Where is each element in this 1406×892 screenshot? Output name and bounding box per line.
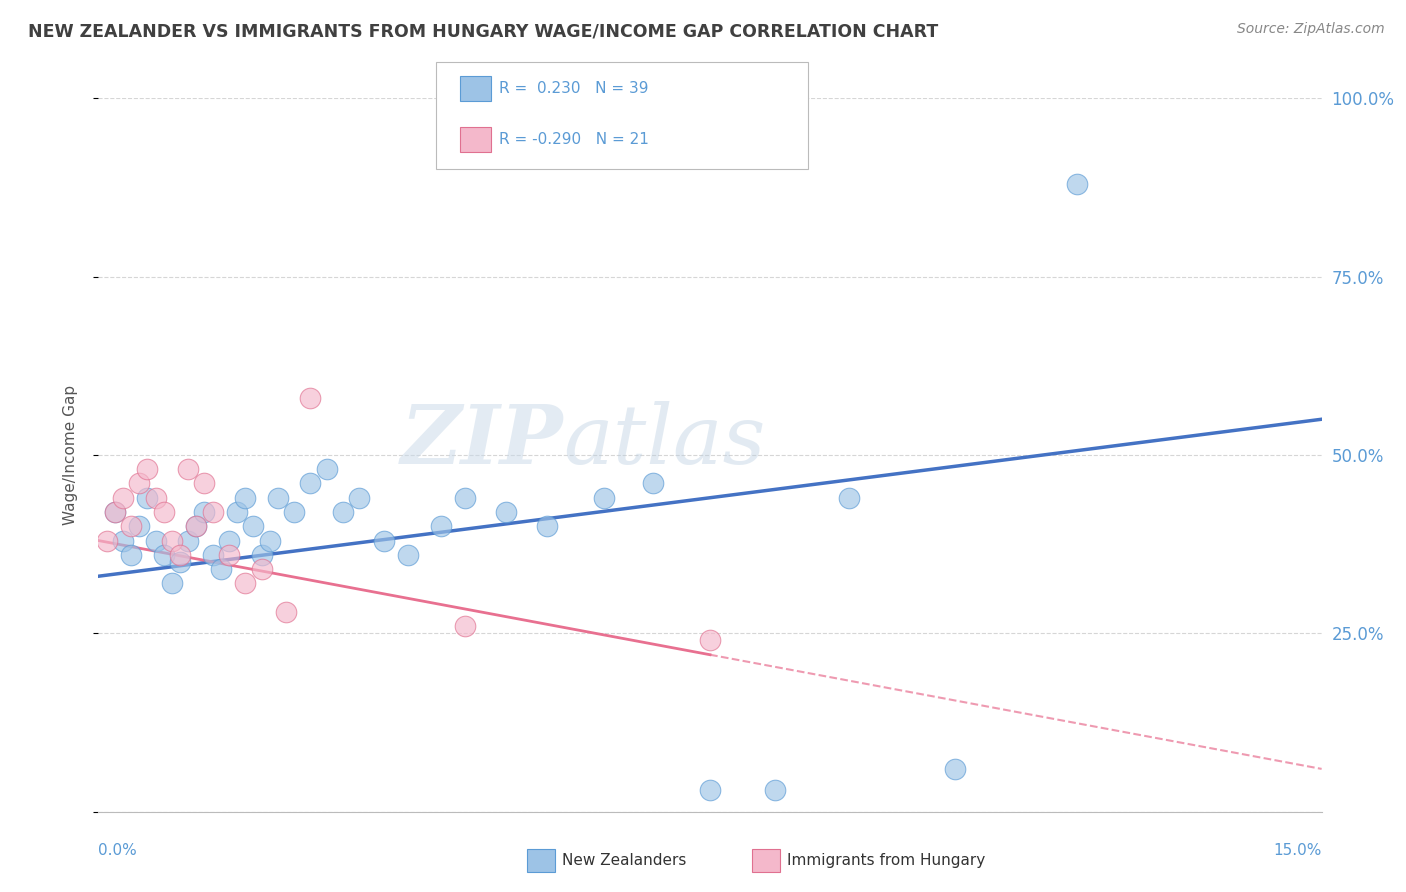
Text: 15.0%: 15.0% xyxy=(1274,843,1322,858)
Point xyxy=(111,491,134,505)
Point xyxy=(250,548,273,562)
Point xyxy=(1066,177,1088,191)
Y-axis label: Wage/Income Gap: Wage/Income Gap xyxy=(63,384,77,525)
Point xyxy=(209,562,232,576)
Point xyxy=(454,619,477,633)
Point xyxy=(218,533,240,548)
Text: ZIP: ZIP xyxy=(401,401,564,481)
Point xyxy=(943,762,966,776)
Point xyxy=(136,462,159,476)
Point xyxy=(267,491,290,505)
Point xyxy=(536,519,558,533)
Point xyxy=(495,505,517,519)
Point xyxy=(226,505,249,519)
Point xyxy=(430,519,453,533)
Point xyxy=(838,491,860,505)
Point xyxy=(120,548,142,562)
Point xyxy=(96,533,118,548)
Point xyxy=(299,391,322,405)
Text: R =  0.230   N = 39: R = 0.230 N = 39 xyxy=(499,81,648,95)
Point xyxy=(169,555,191,569)
Text: Source: ZipAtlas.com: Source: ZipAtlas.com xyxy=(1237,22,1385,37)
Point xyxy=(593,491,616,505)
Point xyxy=(332,505,354,519)
Point xyxy=(193,505,215,519)
Point xyxy=(454,491,477,505)
Point xyxy=(128,519,150,533)
Text: atlas: atlas xyxy=(564,401,766,481)
Text: 0.0%: 0.0% xyxy=(98,843,138,858)
Point xyxy=(177,533,200,548)
Point xyxy=(145,533,167,548)
Point xyxy=(373,533,395,548)
Point xyxy=(193,476,215,491)
Point xyxy=(152,548,174,562)
Point xyxy=(104,505,127,519)
Text: NEW ZEALANDER VS IMMIGRANTS FROM HUNGARY WAGE/INCOME GAP CORRELATION CHART: NEW ZEALANDER VS IMMIGRANTS FROM HUNGARY… xyxy=(28,22,938,40)
Point xyxy=(145,491,167,505)
Point xyxy=(396,548,419,562)
Point xyxy=(160,533,183,548)
Point xyxy=(201,548,224,562)
Text: Immigrants from Hungary: Immigrants from Hungary xyxy=(787,854,986,868)
Point xyxy=(315,462,337,476)
Point xyxy=(242,519,264,533)
Point xyxy=(111,533,134,548)
Point xyxy=(259,533,281,548)
Point xyxy=(250,562,273,576)
Text: R = -0.290   N = 21: R = -0.290 N = 21 xyxy=(499,132,650,146)
Point xyxy=(233,491,256,505)
Point xyxy=(763,783,786,797)
Point xyxy=(186,519,208,533)
Point xyxy=(120,519,142,533)
Point xyxy=(349,491,371,505)
Point xyxy=(274,605,297,619)
Point xyxy=(169,548,191,562)
Point xyxy=(160,576,183,591)
Point xyxy=(177,462,200,476)
Point xyxy=(218,548,240,562)
Point xyxy=(136,491,159,505)
Point xyxy=(152,505,174,519)
Point xyxy=(201,505,224,519)
Point xyxy=(186,519,208,533)
Point xyxy=(699,783,721,797)
Point xyxy=(128,476,150,491)
Point xyxy=(699,633,721,648)
Point xyxy=(233,576,256,591)
Point xyxy=(641,476,664,491)
Text: New Zealanders: New Zealanders xyxy=(562,854,686,868)
Point xyxy=(104,505,127,519)
Point xyxy=(299,476,322,491)
Point xyxy=(283,505,305,519)
